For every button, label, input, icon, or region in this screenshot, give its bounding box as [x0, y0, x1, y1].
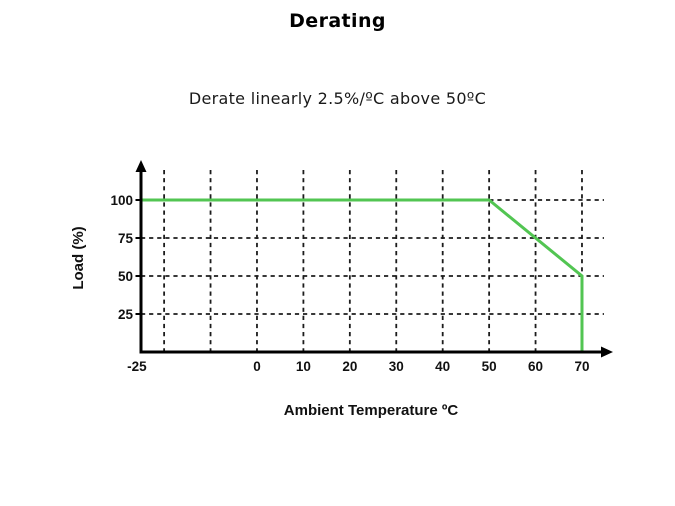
x-tick-label: 60 [528, 359, 543, 374]
y-axis-arrow [135, 160, 147, 172]
y-tick-label: 50 [118, 269, 133, 284]
y-tick-label: 25 [118, 307, 134, 322]
chart-title: Derating [289, 10, 386, 32]
chart-annotation: Derate linearly 2.5%/ºC above 50ºC [188, 89, 487, 108]
x-gridlines [163, 170, 583, 352]
x-tick-label: 10 [296, 359, 311, 374]
y-tick-label: 75 [118, 231, 134, 246]
x-axis-arrow [601, 346, 613, 358]
x-tick-label: 50 [482, 359, 497, 374]
x-tick-label: 40 [435, 359, 450, 374]
x-tick-label: 0 [253, 359, 261, 374]
y-tick-labels: 25 50 75 100 [110, 193, 133, 322]
x-tick-label: 20 [342, 359, 357, 374]
x-axis-title: Ambient Temperature ºC [284, 402, 459, 419]
x-tick-label: -25 [127, 359, 147, 374]
load-derating-line [140, 198, 584, 352]
x-tick-labels: -25 0 10 20 30 40 50 60 70 [127, 359, 589, 374]
x-tick-label: 70 [574, 359, 589, 374]
y-axis-title: Load (%) [70, 226, 87, 289]
y-gridlines [135, 199, 604, 315]
x-tick-label: 30 [389, 359, 404, 374]
y-tick-label: 100 [110, 193, 133, 208]
